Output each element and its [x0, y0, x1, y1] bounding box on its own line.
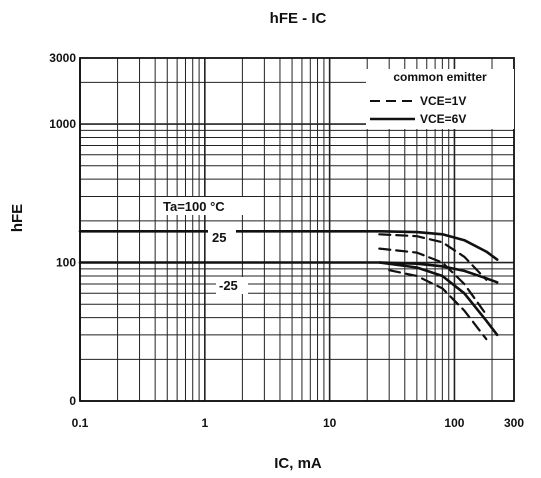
x-tick-label: 100 [444, 416, 464, 430]
y-axis-label: hFE [9, 204, 26, 232]
series-line--25-6V [378, 261, 499, 337]
x-tick-label: 10 [323, 416, 337, 430]
annotation-25: 25 [212, 230, 226, 245]
legend: common emitter VCE=1V VCE=6V [366, 69, 514, 129]
series-group [78, 230, 499, 341]
x-tick-label: 0.1 [72, 416, 89, 430]
legend-entry-vce-6v: VCE=6V [420, 112, 466, 126]
annotation-ta-100: Ta=100 °C [163, 199, 225, 214]
annotation-minus-25: -25 [219, 278, 238, 293]
x-axis-label: IC, mA [274, 455, 322, 472]
plot-border [79, 57, 515, 402]
legend-title: common emitter [393, 70, 487, 84]
legend-entry-vce-1v: VCE=1V [420, 94, 466, 108]
y-tick-label: 100 [56, 256, 76, 270]
y-tick-label: 3000 [49, 51, 76, 65]
x-tick-label: 300 [504, 416, 524, 430]
series-line-100-6V [78, 230, 499, 261]
y-tick-label: 0 [69, 394, 76, 408]
chart-title: hFE - IC [270, 10, 327, 27]
plot-frame [79, 57, 515, 402]
y-tick-label: 1000 [49, 117, 76, 131]
annotations: Ta=100 °C 25 -25 [160, 197, 248, 294]
series-line-25-1V [378, 247, 488, 316]
x-tick-label: 1 [201, 416, 208, 430]
series-line--25-1V [388, 269, 488, 341]
series-line-100-1V [378, 233, 488, 281]
